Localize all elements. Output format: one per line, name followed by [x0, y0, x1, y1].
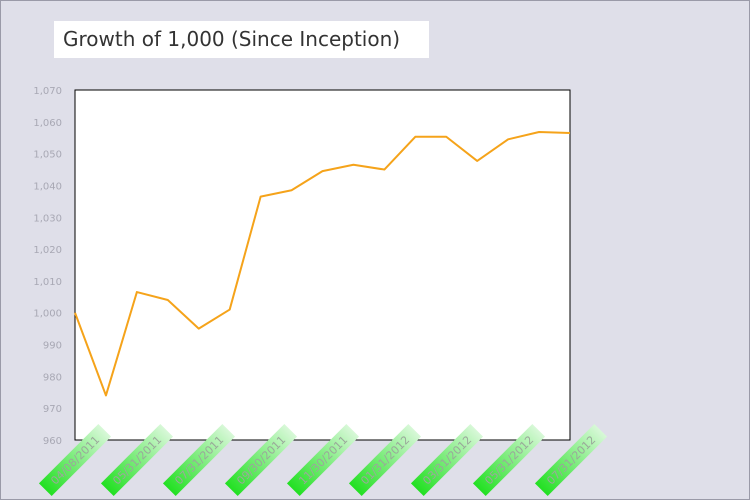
y-tick-label: 1,020: [33, 245, 62, 256]
x-tick-label-bg: [286, 423, 360, 497]
chart-title: Growth of 1,000 (Since Inception): [54, 21, 429, 58]
y-tick-label: 960: [43, 436, 62, 447]
y-tick-label: 1,010: [33, 277, 62, 288]
y-tick-label: 1,050: [33, 150, 62, 161]
y-axis: 960 970 980 990 1,000 1,010 1,020 1,030 1,040 1,0…: [33, 86, 62, 447]
series-line: [74, 131, 571, 397]
x-tick-label: 09/30/2011: [234, 433, 288, 487]
x-tick-label: 05/31/2011: [110, 433, 164, 487]
x-tick-label-bg: [100, 423, 174, 497]
x-tick-label-bg: [162, 423, 236, 497]
x-tick-label-bg: [534, 423, 608, 497]
y-tick-label: 1,070: [33, 86, 62, 97]
y-tick-label: 1,040: [33, 181, 62, 192]
y-tick-label: 970: [43, 404, 62, 415]
y-tick-label: 1,060: [33, 118, 62, 129]
x-tick-label: 07/31/2011: [172, 433, 226, 487]
y-tick-label: 980: [43, 372, 62, 383]
x-tick-label: 01/31/2012: [358, 433, 412, 487]
x-tick-label-bg: [410, 423, 484, 497]
x-tick-label: 03/31/2012: [420, 433, 474, 487]
y-tick-label: 1,030: [33, 213, 62, 224]
x-tick-label: 05/31/2012: [482, 433, 536, 487]
y-tick-label: 1,000: [33, 309, 62, 320]
x-tick-label-bg: [38, 423, 112, 497]
x-tick-label-bg: [224, 423, 298, 497]
y-tick-label: 990: [43, 341, 62, 352]
plot-area: [74, 89, 571, 441]
x-tick-label-bg: [472, 423, 546, 497]
x-tick-label: 11/30/2011: [296, 433, 350, 487]
x-tick-label-bg: [348, 423, 422, 497]
x-tick-label: 07/31/2012: [544, 433, 598, 487]
